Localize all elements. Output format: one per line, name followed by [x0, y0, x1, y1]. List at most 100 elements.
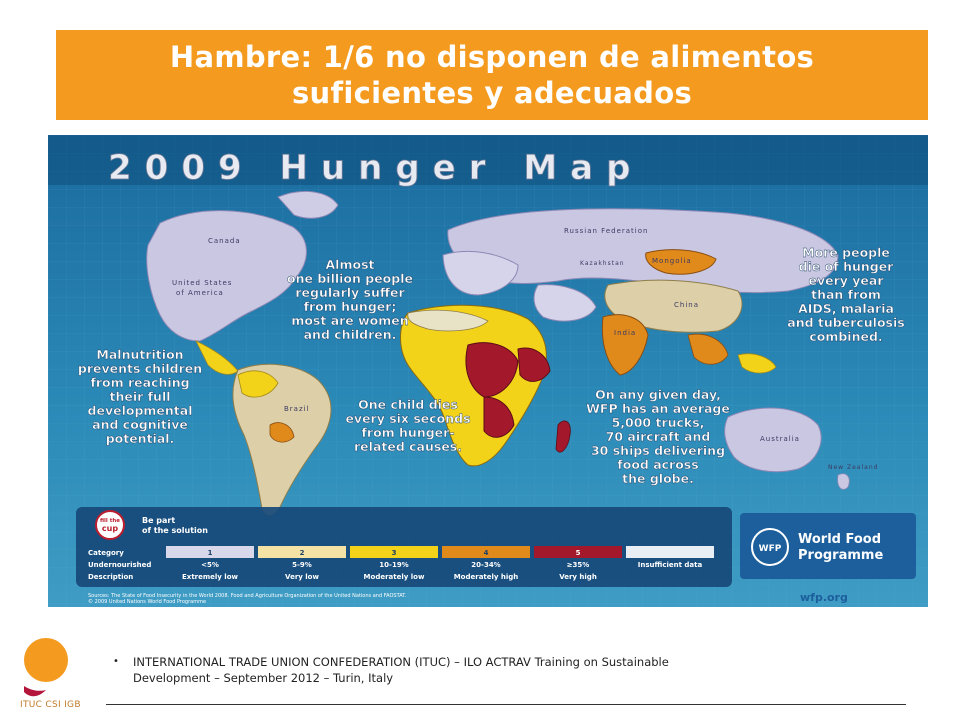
southern-africa-shape	[483, 396, 515, 438]
legend-category: 5	[576, 549, 581, 557]
legend-undernourished: <5%	[201, 561, 219, 569]
bolivia-shape	[269, 422, 295, 443]
ituc-logo-icon	[24, 638, 68, 697]
label-mongolia: Mongolia	[652, 257, 692, 265]
legend-description: Moderately low	[364, 573, 425, 581]
europe-shape	[442, 250, 519, 296]
legend-swatch	[442, 546, 530, 558]
hunger-map-image: 2009 Hunger Map Canada United States of …	[48, 135, 928, 607]
svg-text:most are women: most are women	[291, 313, 408, 328]
southeast-asia-shape	[687, 333, 729, 365]
label-india: India	[614, 329, 636, 337]
callout-wfp-logistics: On any given day, WFP has an average 5,0…	[586, 387, 730, 486]
svg-text:regularly suffer: regularly suffer	[295, 285, 405, 300]
svg-text:food across: food across	[617, 457, 698, 472]
svg-text:and tuberculosis: and tuberculosis	[787, 315, 904, 330]
legend-description: Moderately high	[454, 573, 519, 581]
svg-text:AIDS, malaria: AIDS, malaria	[798, 301, 894, 316]
wfp-url: wfp.org	[800, 591, 848, 604]
label-russia: Russian Federation	[564, 227, 648, 235]
label-brazil: Brazil	[284, 405, 310, 413]
middle-east-shape	[533, 284, 597, 322]
svg-text:One child dies: One child dies	[358, 397, 458, 412]
legend-undernourished: ≥35%	[567, 561, 590, 569]
heading-band	[48, 135, 928, 185]
svg-text:the globe.: the globe.	[622, 471, 694, 486]
greenland-shape	[277, 191, 339, 219]
legend-description: Extremely low	[182, 573, 238, 581]
central-africa-shape	[465, 342, 519, 398]
svg-text:from reaching: from reaching	[90, 375, 189, 390]
fill-the-cup-badge: fill the cup Be part of the solution	[95, 510, 208, 540]
australia-shape	[724, 407, 822, 473]
svg-text:their full: their full	[109, 389, 170, 404]
legend-category: 2	[300, 549, 305, 557]
slide-title: Hambre: 1/6 no disponen de alimentos suf…	[170, 39, 814, 111]
legend-columns: 1 <5% Extremely low 2 5-9% Very low 3 10-19% Mod…	[166, 546, 714, 581]
title-banner: Hambre: 1/6 no disponen de alimentos suf…	[56, 30, 928, 120]
legend-category: 4	[484, 549, 489, 557]
mongolia-shape	[645, 249, 717, 275]
label-kazakhstan: Kazakhstan	[580, 260, 625, 267]
legend-undernourished: 10-19%	[379, 561, 408, 569]
legend-description: Very high	[559, 573, 597, 581]
madagascar-shape	[555, 420, 571, 453]
legend-category: 1	[208, 549, 213, 557]
footer-text: INTERNATIONAL TRADE UNION CONFEDERATION …	[133, 654, 669, 686]
india-shape	[601, 314, 649, 376]
svg-text:related causes.: related causes.	[354, 439, 462, 454]
legend-swatch	[166, 546, 254, 558]
footer-bullet: • INTERNATIONAL TRADE UNION CONFEDERATIO…	[113, 654, 793, 686]
svg-text:of the solution: of the solution	[142, 526, 208, 535]
svg-text:Undernourished: Undernourished	[88, 561, 151, 569]
label-china: China	[674, 301, 699, 309]
svg-text:More people: More people	[802, 245, 890, 260]
svg-text:potential.: potential.	[106, 431, 175, 446]
label-usa-2: of America	[176, 289, 224, 297]
svg-text:Almost: Almost	[326, 257, 375, 272]
svg-text:fill the: fill the	[100, 518, 120, 524]
svg-text:die of hunger: die of hunger	[799, 259, 895, 274]
callout-malnutrition: Malnutrition prevents children from reac…	[78, 347, 203, 446]
legend-undernourished: 20-34%	[471, 561, 500, 569]
svg-text:every six seconds: every six seconds	[345, 411, 470, 426]
svg-text:Malnutrition: Malnutrition	[96, 347, 183, 362]
svg-text:Description: Description	[88, 573, 133, 581]
callout-billion-people: Almost one billion people regularly suff…	[287, 257, 413, 342]
legend-undernourished: 5-9%	[292, 561, 312, 569]
svg-text:Be part: Be part	[142, 516, 175, 525]
legend-swatch	[258, 546, 346, 558]
map-heading: 2009 Hunger Map	[108, 148, 643, 188]
slide-title-line-2: suficientes y adecuados	[291, 76, 693, 110]
legend-category: 3	[392, 549, 397, 557]
sources-line-1: Sources: The State of Food Insecurity in…	[88, 593, 407, 599]
label-usa-1: United States	[172, 279, 232, 287]
legend-swatch	[534, 546, 622, 558]
svg-text:WFP has an average: WFP has an average	[586, 401, 730, 416]
legend-row-labels: Category Undernourished Description	[88, 549, 151, 581]
svg-text:one billion people: one billion people	[287, 271, 413, 286]
east-africa-shape	[517, 347, 551, 382]
north-america-shape	[146, 210, 307, 342]
svg-text:and cognitive: and cognitive	[92, 417, 188, 432]
footer-line-2: Development – September 2012 – Turin, It…	[133, 671, 394, 685]
slide-title-line-1: Hambre: 1/6 no disponen de alimentos	[169, 40, 815, 74]
ituc-logo-label: ITUC CSI IGB	[20, 700, 81, 710]
north-africa-shape	[407, 309, 489, 332]
legend-undernourished: Insufficient data	[638, 561, 703, 569]
callout-aids: More people die of hunger every year tha…	[787, 245, 905, 344]
bullet-icon: •	[113, 656, 119, 667]
svg-text:every year: every year	[809, 273, 885, 288]
svg-text:World Food: World Food	[798, 532, 881, 547]
svg-text:On any given day,: On any given day,	[595, 387, 721, 402]
footer-line-1: INTERNATIONAL TRADE UNION CONFEDERATION …	[133, 655, 669, 669]
svg-text:than from: than from	[811, 287, 881, 302]
svg-text:30 ships delivering: 30 ships delivering	[591, 443, 725, 458]
label-australia: Australia	[760, 435, 800, 443]
svg-text:cup: cup	[102, 524, 118, 533]
sources-line-2: © 2009 United Nations World Food Program…	[88, 598, 206, 605]
svg-text:Programme: Programme	[798, 548, 883, 563]
svg-text:combined.: combined.	[809, 329, 882, 344]
svg-text:developmental: developmental	[88, 403, 193, 418]
svg-text:prevents children: prevents children	[78, 361, 202, 376]
